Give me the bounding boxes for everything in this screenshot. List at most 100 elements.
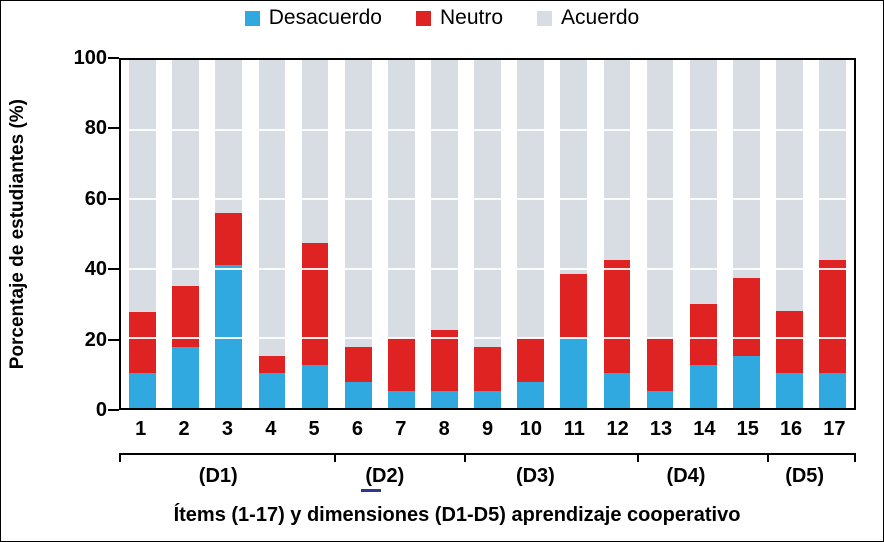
legend-swatch-acuerdo [537,10,553,26]
bracket-segment--d2- [336,453,467,462]
stacked-bar [172,60,200,408]
bracket-segment--d3- [466,453,639,462]
bar-segment-desacuerdo [172,347,200,408]
bar-segment-acuerdo [172,60,200,287]
dimension-label--d4-: (D4) [666,465,706,487]
stacked-bar [603,60,631,408]
dimension-label--d2-: (D2) [365,465,405,487]
bar-segment-neutro [646,338,674,391]
bar-segment-acuerdo [819,60,846,261]
bar-segment-desacuerdo [301,364,329,408]
bar-segment-acuerdo [387,60,415,339]
bar-slot [466,60,509,408]
dimension-label--d1-: (D1) [198,465,238,487]
plot-area [119,58,856,410]
bar-slot [164,60,207,408]
stacked-bar [215,60,243,408]
bar-segment-neutro [344,347,372,382]
stacked-bar [301,60,329,408]
y-tick-label: 60 [84,187,107,210]
bar-segment-desacuerdo [646,390,674,408]
bracket-segment--d1- [119,453,337,462]
bar-segment-acuerdo [431,60,458,330]
bar-segment-acuerdo [560,60,588,275]
bar-segment-neutro [431,329,458,391]
stacked-bar [517,60,545,408]
stacked-bar [431,60,458,408]
bar-slot [811,60,854,408]
stacked-bar [258,60,286,408]
bar-segment-desacuerdo [258,373,286,408]
bar-segment-desacuerdo [560,338,588,408]
y-axis-labels: 0 20 40 60 80 100 [57,47,107,421]
bar-segment-acuerdo [129,60,156,313]
legend-swatch-neutro [415,10,431,26]
x-tick-label: 12 [606,418,629,440]
dimension-bracket [119,453,856,462]
bar-segment-desacuerdo [819,373,846,408]
bar-segment-neutro [560,274,588,339]
bar-slot [380,60,423,408]
bar-segment-neutro [129,312,156,374]
y-tick-mark [108,197,119,200]
x-tick-label: 15 [736,418,759,440]
y-tick-mark [108,268,119,271]
stray-underscore-mark [361,489,381,492]
legend-label: Desacuerdo [268,6,382,29]
bar-segment-desacuerdo [387,390,415,408]
bar-segment-acuerdo [646,60,674,339]
dimension-label--d5-: (D5) [785,465,825,487]
bar-slot [768,60,811,408]
bar-slot [552,60,595,408]
bar-segment-neutro [517,338,545,382]
bar-segment-acuerdo [517,60,545,339]
x-axis-title: Ítems (1-17) y dimensiones (D1-D5) apren… [173,504,741,526]
bar-segment-neutro [172,286,200,348]
stacked-bar [819,60,846,408]
stacked-bar [776,60,803,408]
bar-slot [509,60,552,408]
x-tick-label: 16 [779,418,803,440]
bracket-segment--d5- [768,453,856,462]
bar-segment-neutro [603,260,631,374]
x-tick-label: 9 [481,418,494,440]
x-tick-label: 8 [438,418,450,440]
legend: Desacuerdo Neutro Acuerdo [1,6,883,30]
x-tick-label: 3 [221,418,233,440]
bar-slot [207,60,250,408]
bar-segment-acuerdo [732,60,760,278]
stacked-bar [344,60,372,408]
bar-slot [121,60,164,408]
y-tick-mark [108,338,119,341]
bar-slot [423,60,466,408]
y-tick-mark [108,409,119,411]
y-tick-label: 0 [95,399,107,421]
bar-segment-acuerdo [603,60,631,261]
x-tick-label: 7 [395,418,407,440]
bar-segment-acuerdo [215,60,243,214]
y-axis-title-text: Porcentaje de estudiantes (%) [7,98,28,370]
bar-segment-neutro [258,355,286,374]
bar-segment-desacuerdo [344,381,372,408]
bar-segment-neutro [387,338,415,391]
y-tick-label: 80 [84,117,107,140]
bar-segment-neutro [474,347,501,391]
bar-segment-desacuerdo [215,265,243,408]
bar-segment-acuerdo [689,60,717,304]
bar-segment-neutro [776,310,803,374]
x-axis-labels: 1 2 3 4 5 6 7 8 9 10 11 12 13 14 15 16 17 [119,418,856,441]
stacked-bar [732,60,760,408]
y-tick-label: 40 [84,258,107,281]
bar-segment-desacuerdo [129,373,156,408]
bar-slot [294,60,337,408]
y-tick-mark [108,57,119,59]
stacked-bar [129,60,156,408]
y-axis-ticks [108,57,119,411]
x-tick-label: 2 [178,418,190,440]
bar-segment-desacuerdo [776,373,803,408]
stacked-bar [387,60,415,408]
bar-segment-acuerdo [344,60,372,348]
bar-slot [337,60,380,408]
legend-label: Neutro [439,6,504,29]
